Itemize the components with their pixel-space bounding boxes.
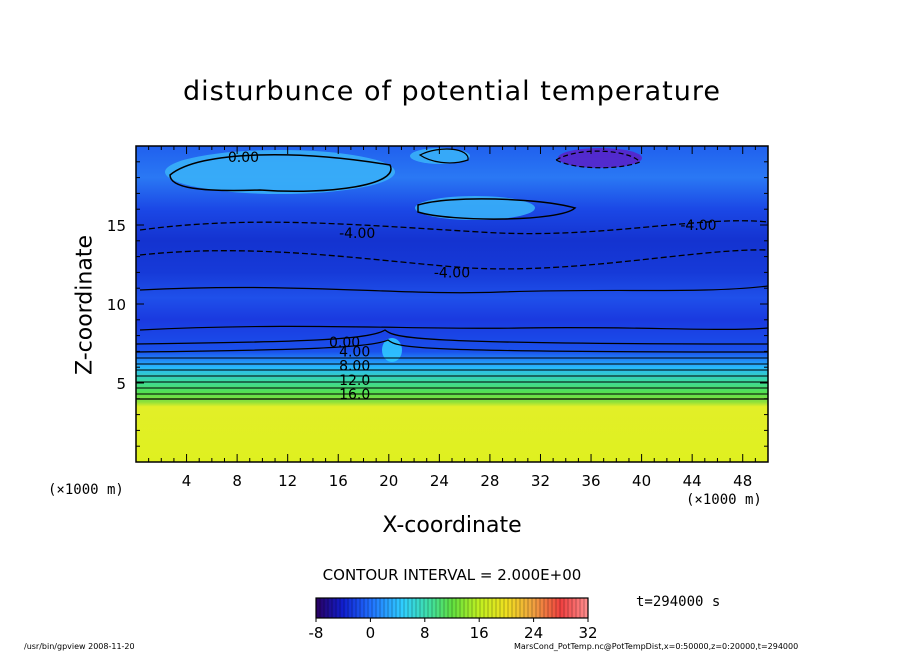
x-tick-label: 48 [733, 472, 752, 490]
y-tick-label: 15 [107, 217, 126, 235]
x-tick-label: 36 [581, 472, 600, 490]
contour-interval-label: CONTOUR INTERVAL = 2.000E+00 [322, 566, 582, 584]
x-tick-label: 16 [329, 472, 348, 490]
colorbar-tick-label: 0 [366, 624, 376, 642]
x-tick-label: 20 [379, 472, 398, 490]
x-tick-label: 40 [632, 472, 651, 490]
footer-program: /usr/bin/gpview 2008-11-20 [24, 642, 135, 651]
x-tick-label: 32 [531, 472, 550, 490]
x-axis-label: X-coordinate [382, 513, 522, 538]
x-tick-label: 44 [683, 472, 702, 490]
y-tick-label: 10 [107, 296, 126, 314]
contour-label: 0.00 [228, 150, 259, 166]
field-features [165, 148, 642, 362]
x-tick-label: 28 [480, 472, 499, 490]
x-unit-right: (×1000 m) [686, 492, 762, 508]
contour-label: -4.00 [339, 226, 375, 242]
contour-label: 8.00 [339, 359, 370, 375]
x-axis: 4 8 12 16 20 24 28 32 36 40 44 48 [135, 146, 769, 490]
colorbar-frame [315, 597, 589, 619]
contour-label: 12.0 [339, 373, 370, 389]
colorbar-tick-label: 8 [420, 624, 430, 642]
y-tick-label: 5 [116, 375, 126, 393]
time-label: t=294000 s [636, 594, 721, 610]
colorbar-tick-label: 32 [578, 624, 597, 642]
contour-label: -4.00 [680, 218, 716, 234]
colorbar-tick-label: 24 [524, 624, 543, 642]
field-fill [136, 146, 768, 462]
x-unit-left: (×1000 m) [48, 482, 124, 498]
contour-lines [135, 148, 769, 400]
y-axis-label: Z-coordinate [72, 235, 98, 375]
chart-title: disturbunce of potential temperature [183, 76, 721, 107]
colorbar-tick-label: 16 [470, 624, 489, 642]
colorbar: -8 0 8 16 24 32 [309, 597, 598, 642]
contour-label: -4.00 [434, 265, 470, 281]
x-tick-label: 12 [278, 472, 297, 490]
contour-label: 16.0 [339, 387, 370, 403]
y-axis: 5 10 15 [107, 145, 768, 463]
colorbar-tick-label: -8 [309, 624, 324, 642]
contour-label: 4.00 [339, 344, 370, 360]
x-tick-label: 24 [430, 472, 449, 490]
contour-label: 0.00 [329, 335, 360, 351]
x-tick-label: 8 [232, 472, 242, 490]
footer-source: MarsCond_PotTemp.nc@PotTempDist,x=0:5000… [514, 642, 799, 651]
x-tick-label: 4 [182, 472, 192, 490]
